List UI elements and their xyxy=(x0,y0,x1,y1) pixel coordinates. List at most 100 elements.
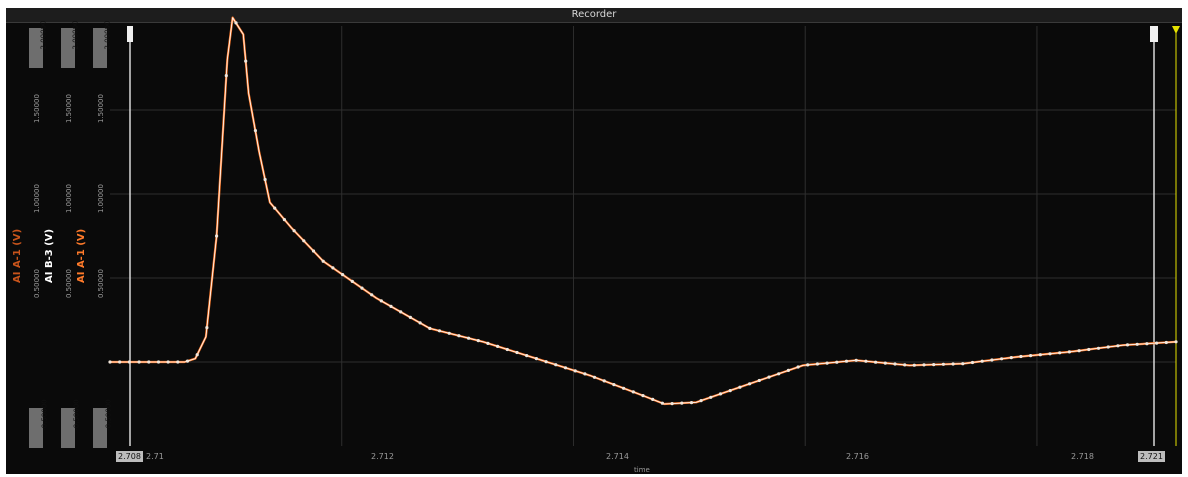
data-point xyxy=(215,234,219,238)
data-point xyxy=(205,326,209,330)
data-point xyxy=(127,360,131,364)
data-point xyxy=(844,359,849,363)
y-axis-1-low-box[interactable]: -0.50000 xyxy=(29,399,49,448)
data-point xyxy=(941,362,946,366)
data-point xyxy=(534,357,539,361)
window-title: Recorder xyxy=(571,9,617,20)
series-line xyxy=(110,17,1177,405)
data-point xyxy=(922,363,926,367)
y-axis-3-high-box[interactable]: 2.00000 xyxy=(93,21,111,68)
data-point xyxy=(428,326,432,330)
data-point xyxy=(418,321,422,325)
data-point xyxy=(253,129,257,133)
data-point xyxy=(1067,350,1071,354)
data-point xyxy=(379,299,383,303)
y-axis-3[interactable]: 2.00000 1.50000 1.00000 0.50000 -0.50000 xyxy=(92,21,113,452)
data-point xyxy=(1009,356,1013,360)
y-axis-3-low-box[interactable]: -0.50000 xyxy=(93,399,113,448)
data-point xyxy=(1048,352,1052,356)
data-point xyxy=(970,360,975,365)
data-point xyxy=(118,360,122,364)
series-line xyxy=(110,16,1177,406)
series-group xyxy=(108,16,1178,406)
x-tick-label: 2.716 xyxy=(846,452,869,461)
data-point xyxy=(854,358,858,362)
data-point xyxy=(292,229,296,233)
recorder-window: Recorder 2.00000 1.50000 1.00000 0.50000… xyxy=(6,8,1182,474)
data-point xyxy=(689,401,694,405)
data-point xyxy=(612,383,616,387)
x-tick-label: 2.71 xyxy=(146,452,164,461)
data-point xyxy=(592,375,597,379)
data-point xyxy=(728,389,732,393)
data-point xyxy=(748,382,752,386)
cursor-handle-right[interactable] xyxy=(1150,26,1158,42)
data-point xyxy=(825,361,829,365)
data-point xyxy=(660,401,665,405)
data-point xyxy=(631,390,635,394)
data-point xyxy=(137,360,141,364)
trigger-marker-icon[interactable] xyxy=(1172,26,1180,34)
data-point xyxy=(437,329,442,333)
data-point xyxy=(641,394,645,398)
data-point xyxy=(583,372,587,376)
data-point xyxy=(1000,357,1004,361)
data-point xyxy=(680,401,684,405)
grid-lines xyxy=(110,26,1176,446)
data-point xyxy=(835,360,839,364)
y-axis-2[interactable]: 2.00000 1.50000 1.00000 0.50000 -0.50000 xyxy=(60,21,81,452)
y-axis-1-high-box[interactable]: 2.00000 xyxy=(29,21,47,68)
data-point xyxy=(166,360,170,364)
data-point xyxy=(224,74,228,78)
data-point xyxy=(883,361,887,365)
x-axis-label: time xyxy=(634,466,650,474)
data-point xyxy=(1029,354,1033,358)
data-point xyxy=(777,372,781,376)
data-point xyxy=(815,362,820,366)
plot-area[interactable] xyxy=(6,8,1182,474)
data-point xyxy=(806,363,810,367)
data-point xyxy=(525,354,529,358)
data-point xyxy=(602,379,606,383)
data-point xyxy=(544,360,548,364)
data-point xyxy=(903,363,907,367)
data-point xyxy=(1155,341,1159,345)
data-point xyxy=(554,363,558,367)
data-point xyxy=(699,399,703,403)
data-point xyxy=(1145,342,1149,346)
data-point xyxy=(1019,354,1023,359)
data-point xyxy=(331,266,335,270)
data-point xyxy=(273,206,277,210)
data-point xyxy=(496,344,500,348)
x-end-box[interactable]: 2.721 xyxy=(1138,451,1165,462)
data-point xyxy=(360,286,364,290)
cursor-handle-left[interactable] xyxy=(127,26,133,42)
data-point xyxy=(1058,351,1062,355)
x-start-box[interactable]: 2.708 xyxy=(116,451,143,462)
data-point xyxy=(311,249,316,253)
data-point xyxy=(1038,353,1042,357)
data-point xyxy=(622,386,626,390)
data-point xyxy=(399,310,403,314)
data-point xyxy=(786,368,791,372)
data-point xyxy=(1116,344,1120,348)
data-point xyxy=(563,366,568,370)
data-point xyxy=(515,350,519,355)
data-point xyxy=(447,331,451,335)
data-point xyxy=(573,369,577,373)
title-bar: Recorder xyxy=(6,8,1182,23)
data-point xyxy=(321,259,325,263)
data-point xyxy=(108,360,112,364)
data-point xyxy=(1125,343,1130,347)
data-point xyxy=(263,177,267,182)
y-axis-1[interactable]: 2.00000 1.50000 1.00000 0.50000 -0.50000 xyxy=(28,21,49,452)
data-point xyxy=(757,378,761,383)
x-tick-label: 2.718 xyxy=(1071,452,1094,461)
data-point xyxy=(1164,340,1168,345)
y-axis-2-low-box[interactable]: -0.50000 xyxy=(61,399,81,448)
data-point xyxy=(341,273,345,277)
data-point xyxy=(147,360,151,364)
y-axis-2-high-box[interactable]: 2.00000 xyxy=(61,21,79,68)
data-point xyxy=(651,397,655,401)
data-point xyxy=(980,359,984,363)
